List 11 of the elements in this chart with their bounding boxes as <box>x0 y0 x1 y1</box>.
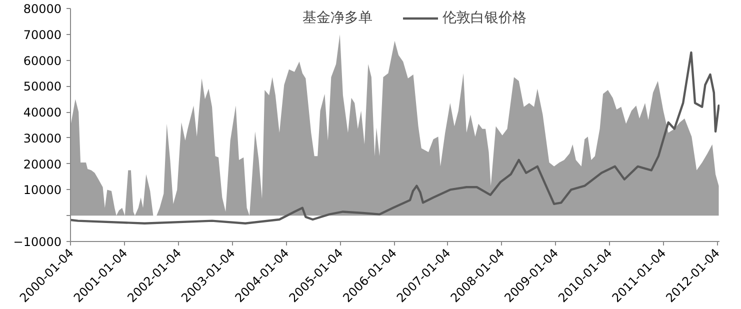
y-tick-label: 70000 <box>23 28 62 42</box>
y-tick-label: 50000 <box>23 80 62 94</box>
y-tick-label: 60000 <box>23 54 62 68</box>
y-tick-label: −10000 <box>13 235 62 249</box>
y-tick-label: 30000 <box>23 131 62 146</box>
series-label: 基金净多单 <box>302 9 372 27</box>
y-tick-label: 20000 <box>23 157 62 172</box>
y-tick-label: 40000 <box>23 106 62 120</box>
y-tick-label: 80000 <box>23 2 62 16</box>
legend-label: 伦敦白银价格 <box>442 9 526 27</box>
y-tick-label: 10000 <box>23 183 62 198</box>
